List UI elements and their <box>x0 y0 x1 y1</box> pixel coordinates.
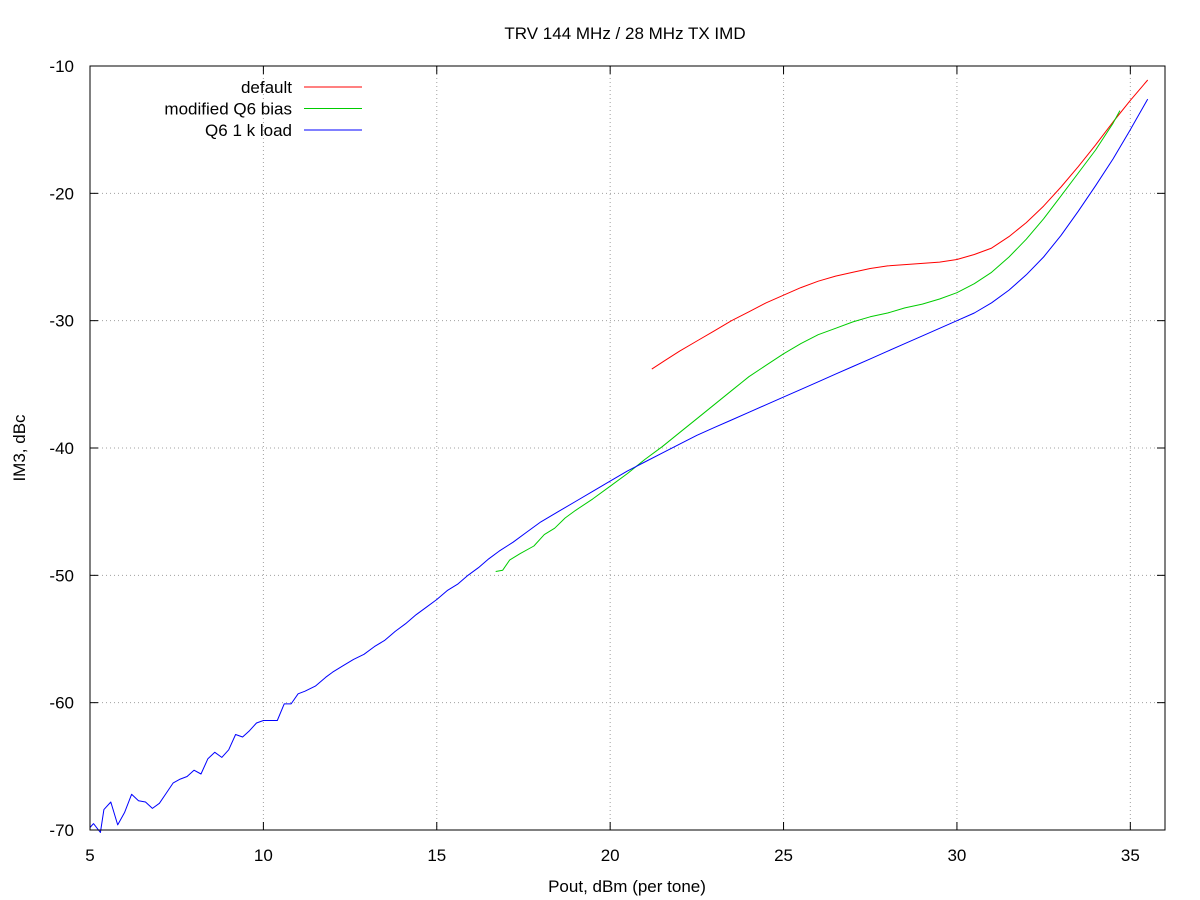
x-tick-label: 35 <box>1121 846 1140 865</box>
y-tick-label: -10 <box>49 57 74 76</box>
y-tick-label: -70 <box>49 821 74 840</box>
x-tick-label: 25 <box>774 846 793 865</box>
legend: default modified Q6 bias Q6 1 k load <box>164 78 362 140</box>
legend-label: default <box>241 78 292 97</box>
y-tick-label: -60 <box>49 694 74 713</box>
x-tick-label: 15 <box>427 846 446 865</box>
x-tick-label: 5 <box>85 846 94 865</box>
x-tick-labels: 5 10 15 20 25 30 35 <box>85 846 1140 865</box>
series-line-2 <box>89 98 1149 833</box>
y-axis-label: IM3, dBc <box>10 414 29 482</box>
grid-lines <box>90 66 1165 830</box>
y-tick-label: -50 <box>49 566 74 585</box>
x-tick-label: 20 <box>601 846 620 865</box>
axis-ticks <box>89 65 1165 831</box>
legend-label: Q6 1 k load <box>205 121 292 140</box>
x-axis-label: Pout, dBm (per tone) <box>548 877 706 896</box>
series-lines <box>89 79 1149 833</box>
series-line-1 <box>495 110 1121 572</box>
x-tick-label: 10 <box>254 846 273 865</box>
x-tick-label: 30 <box>947 846 966 865</box>
series-line-0 <box>651 79 1149 370</box>
legend-label: modified Q6 bias <box>164 100 292 119</box>
chart-title: TRV 144 MHz / 28 MHz TX IMD <box>504 24 745 43</box>
y-tick-label: -40 <box>49 439 74 458</box>
y-tick-label: -30 <box>49 312 74 331</box>
y-tick-labels: -70 -60 -50 -40 -30 -20 -10 <box>49 57 74 840</box>
y-tick-label: -20 <box>49 184 74 203</box>
plot-frame <box>89 65 1166 831</box>
